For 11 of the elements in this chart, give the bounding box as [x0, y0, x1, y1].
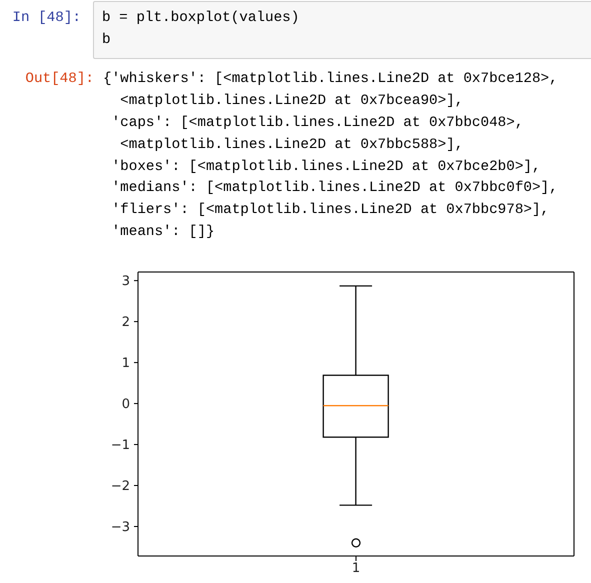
text: Out[48]:	[25, 71, 94, 87]
y-tick-label: −2	[110, 479, 130, 494]
y-tick-label: −3	[110, 520, 130, 536]
y-tick-label: 1	[122, 356, 130, 372]
y-tick-label: 0	[122, 397, 130, 412]
text: In [48]:	[12, 10, 81, 26]
y-tick-label: 2	[122, 315, 130, 330]
text: b = plt.boxplot(values) b	[102, 10, 300, 48]
y-tick-label: −1	[110, 438, 130, 454]
text: {'whiskers': [<matplotlib.lines.Line2D at 0x7bce128>, <matplotlib.lines.Line2D at 0x7bcea90>], 'caps': [<matplotlib.lines.Line2D at 0x7bbc048>, <matplotlib.lines.Line2D at 0x7bbc588>], 'boxes': [<matplotlib.lines.Line2D at 0x7bce2b0>], 'medians': [<matplotlib.lines.Line2D at 0x7bbc0f0>], 'fliers': [<matplotlib.lines.Line2D at 0x7bbc978>], 'means': []}	[103, 71, 558, 240]
y-tick-label: 3	[122, 274, 130, 290]
